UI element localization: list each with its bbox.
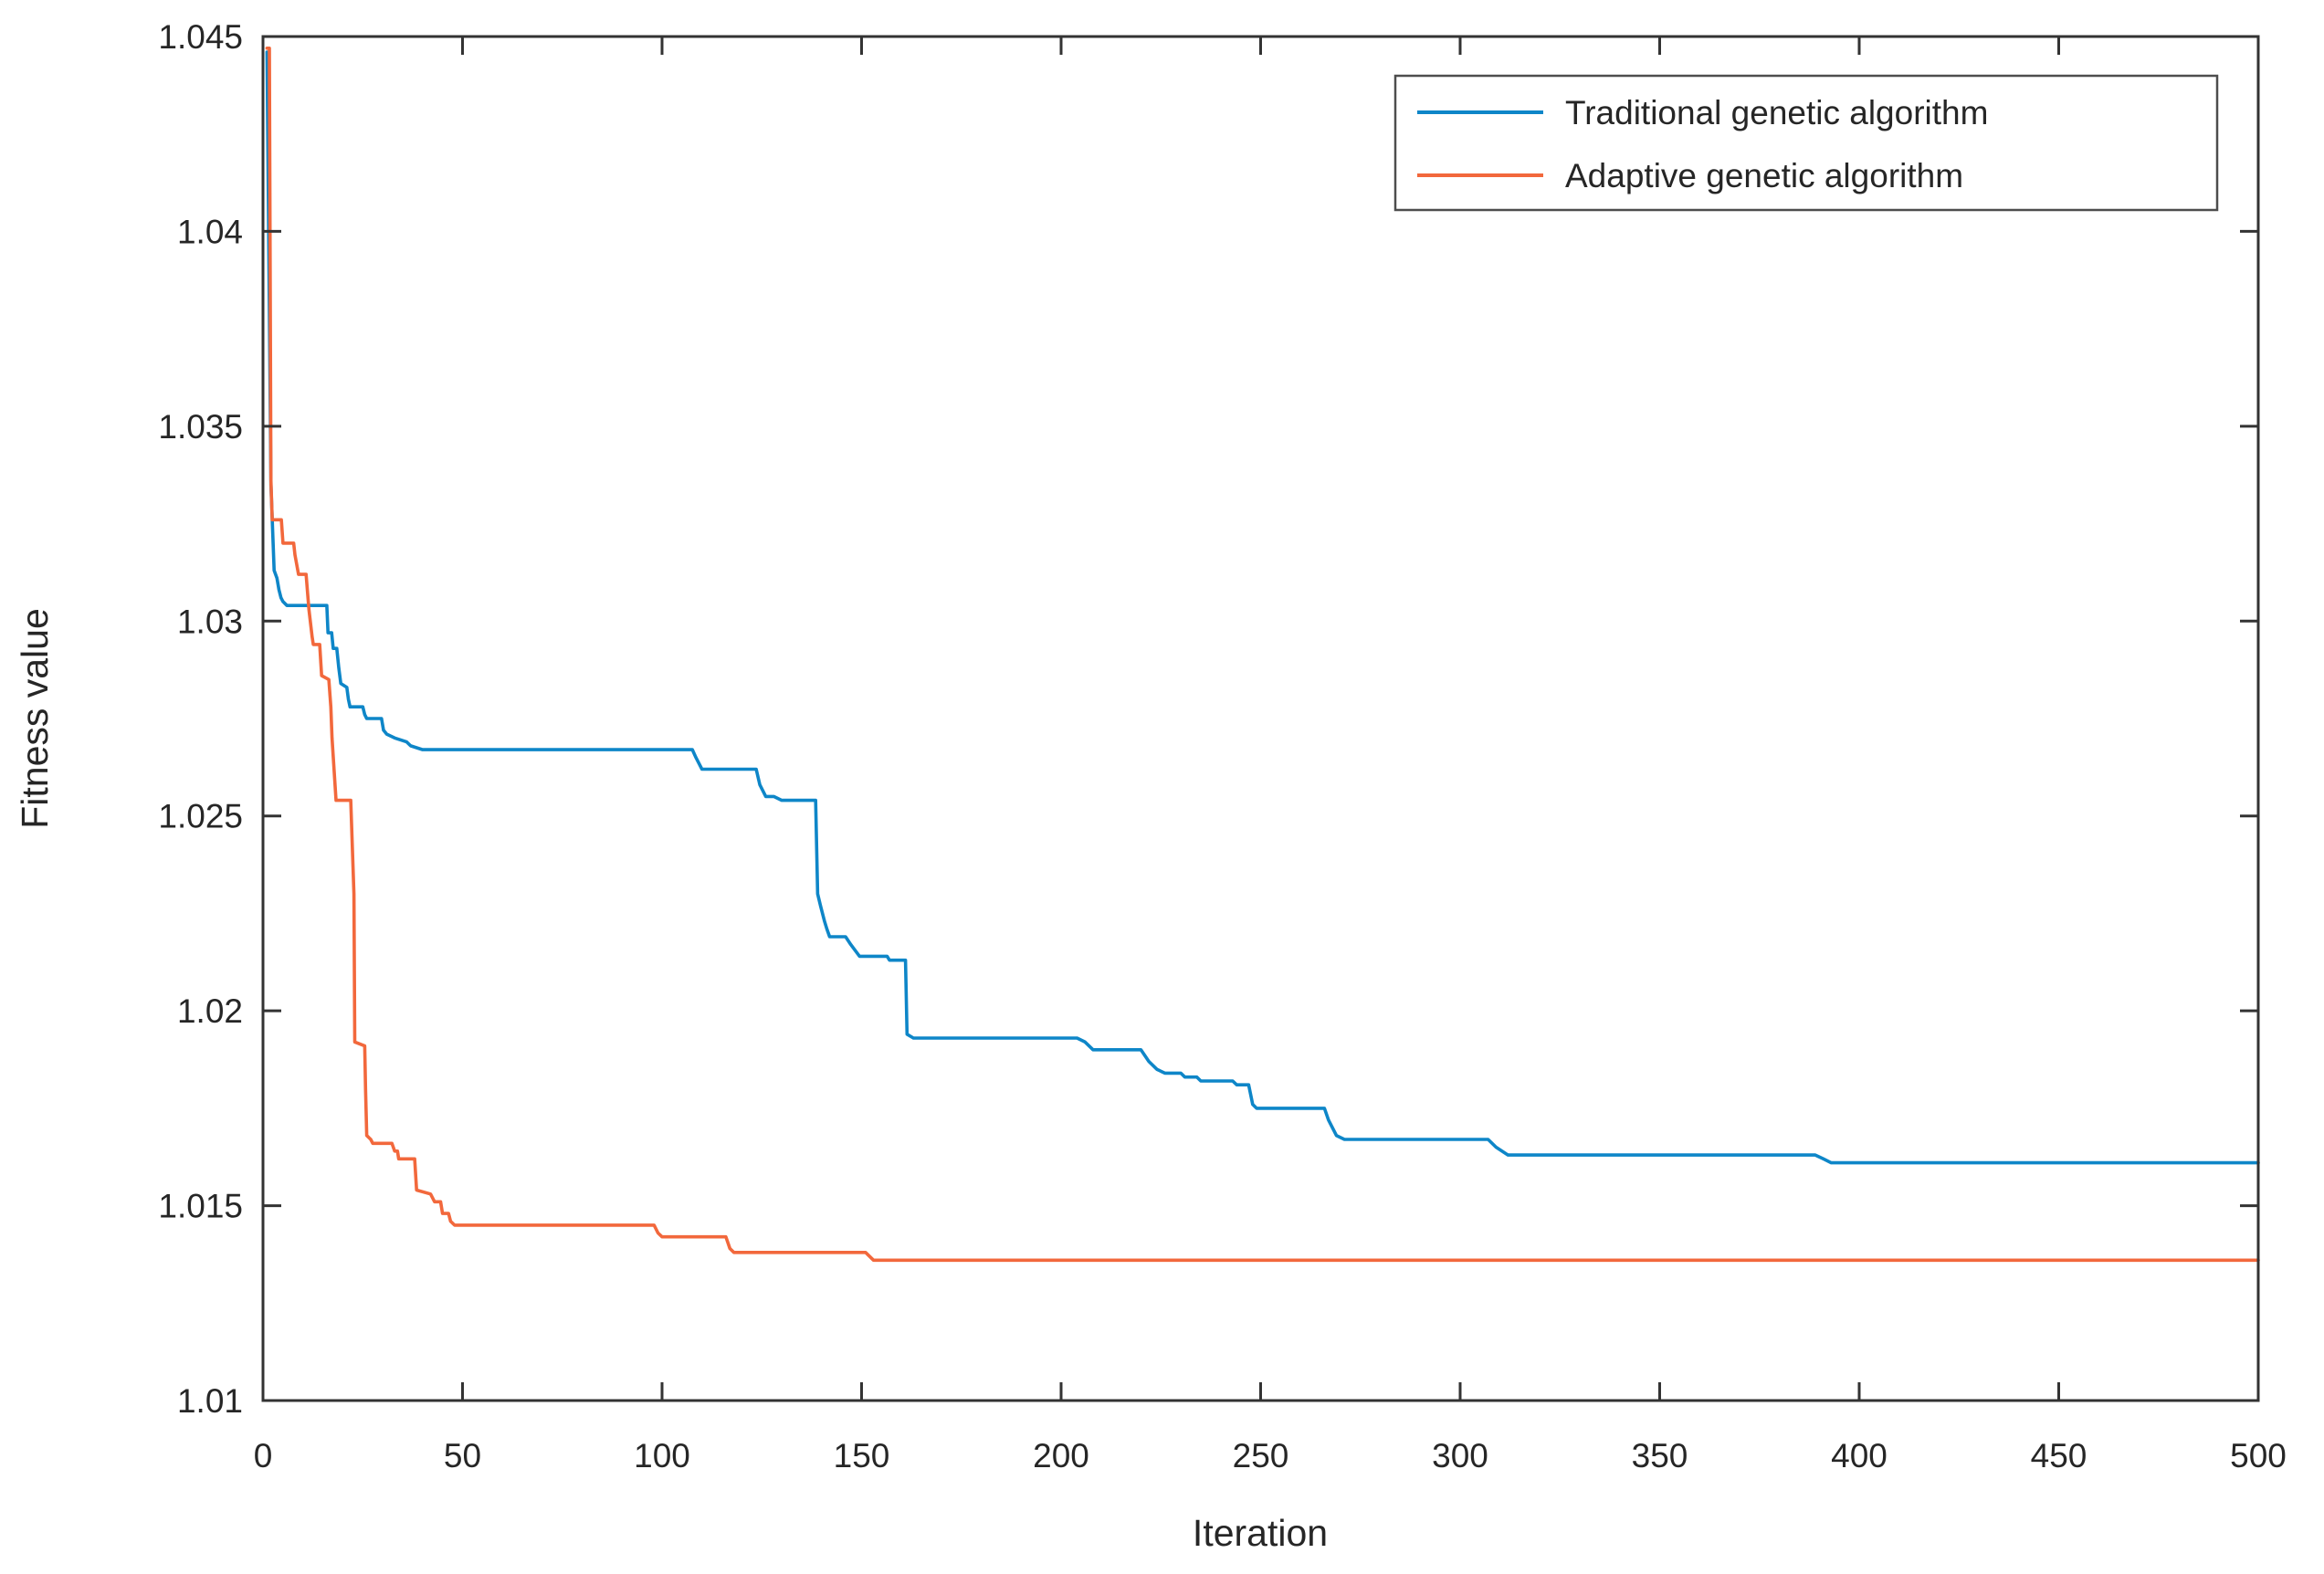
y-tick-label: 1.03 xyxy=(177,603,243,640)
legend-item: Traditional genetic algorithm xyxy=(1417,94,1988,131)
x-tick-label: 450 xyxy=(2031,1437,2087,1474)
y-tick-label: 1.025 xyxy=(158,798,243,835)
tick-labels: 0 50 100 150 200 250 300 350 400 450 500 1.01 1.015 1… xyxy=(158,18,2286,1474)
y-tick-label: 1.02 xyxy=(177,992,243,1030)
x-tick-label: 350 xyxy=(1632,1437,1688,1474)
y-tick-label: 1.015 xyxy=(158,1188,243,1225)
legend-label: Adaptive genetic algorithm xyxy=(1565,157,1963,194)
legend-item: Adaptive genetic algorithm xyxy=(1417,157,1963,194)
legend: Traditional genetic algorithm Adaptive ge… xyxy=(1393,74,2219,212)
x-tick-label: 0 xyxy=(254,1437,273,1474)
x-tick-label: 100 xyxy=(634,1437,690,1474)
x-tick-label: 50 xyxy=(444,1437,481,1474)
legend-box xyxy=(1393,74,2219,212)
x-tick-label: 400 xyxy=(1831,1437,1888,1474)
series-lines xyxy=(265,46,2260,1263)
y-tick-label: 1.045 xyxy=(158,18,243,56)
axes-box-and-ticks xyxy=(261,35,2260,1402)
legend-label: Traditional genetic algorithm xyxy=(1565,94,1988,131)
y-axis-label: Fitness value xyxy=(14,608,56,829)
y-tick-label: 1.04 xyxy=(177,213,243,250)
x-tick-label: 250 xyxy=(1233,1437,1289,1474)
x-tick-label: 500 xyxy=(2230,1437,2287,1474)
x-tick-label: 200 xyxy=(1033,1437,1089,1474)
series-line-traditional-ga xyxy=(265,50,2260,1165)
x-tick-label: 300 xyxy=(1432,1437,1488,1474)
x-axis-label: Iteration xyxy=(1193,1512,1328,1554)
x-tick-label: 150 xyxy=(834,1437,890,1474)
plot-border xyxy=(261,35,2260,1402)
series-line-adaptive-ga xyxy=(265,46,2260,1263)
y-tick-label: 1.01 xyxy=(177,1382,243,1420)
y-tick-label: 1.035 xyxy=(158,408,243,446)
